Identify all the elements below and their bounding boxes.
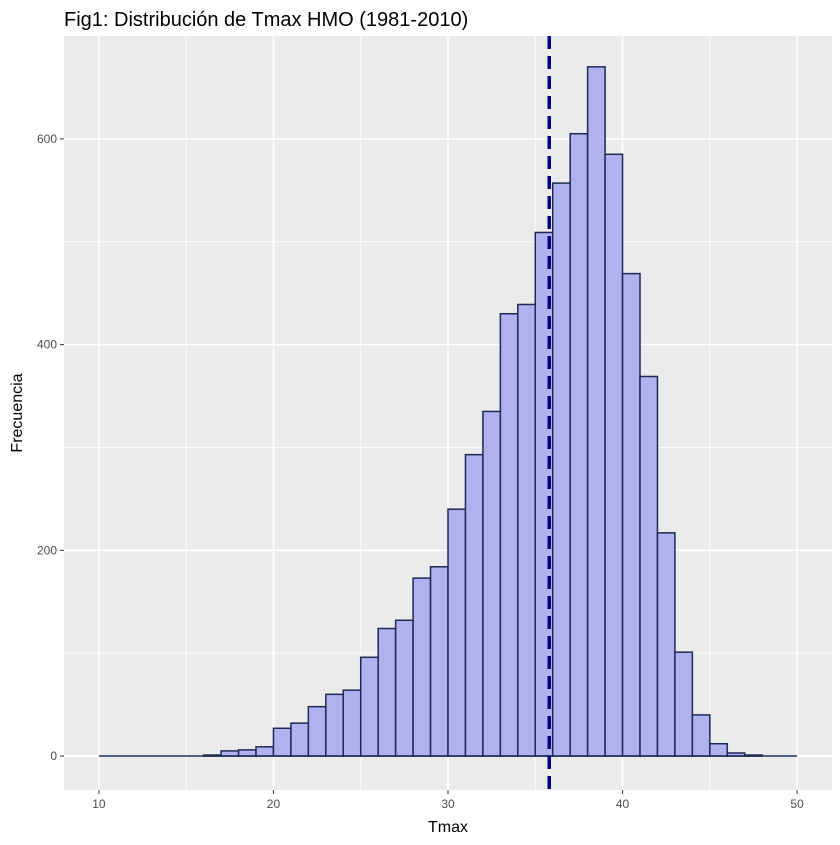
y-axis-ticks: 0 200 400 600 xyxy=(37,132,64,763)
y-axis-label: Frecuencia xyxy=(9,373,26,452)
histogram-bar xyxy=(674,651,694,757)
histogram-bar xyxy=(377,627,397,757)
histogram-bar xyxy=(255,746,275,757)
y-tick-label: 600 xyxy=(37,132,57,146)
x-axis-ticks: 10 20 30 40 50 xyxy=(92,790,804,811)
histogram-bar xyxy=(709,742,729,757)
histogram-bar xyxy=(412,577,432,757)
histogram-bars xyxy=(202,66,763,757)
histogram-bar xyxy=(464,453,484,757)
histogram-bar xyxy=(604,153,624,757)
histogram-bar xyxy=(359,656,379,757)
histogram-bar xyxy=(307,705,327,757)
histogram-bar xyxy=(237,749,257,757)
histogram-bar xyxy=(325,693,345,757)
histogram-bar xyxy=(447,508,467,757)
x-tick-label: 10 xyxy=(92,797,106,811)
x-tick-label: 30 xyxy=(441,797,455,811)
x-tick-label: 50 xyxy=(790,797,804,811)
histogram-bar xyxy=(639,375,659,757)
x-tick-label: 20 xyxy=(267,797,281,811)
histogram-bar xyxy=(429,566,449,757)
histogram-bar xyxy=(691,714,711,757)
y-tick-label: 400 xyxy=(37,338,57,352)
histogram-bar xyxy=(586,66,606,757)
histogram-bar xyxy=(482,410,502,757)
histogram-bar xyxy=(394,619,414,757)
histogram-bar xyxy=(621,272,641,757)
y-tick-label: 0 xyxy=(50,749,57,763)
histogram-bar xyxy=(569,132,589,757)
chart-title: Fig1: Distribución de Tmax HMO (1981-201… xyxy=(64,9,468,31)
histogram-bar xyxy=(342,689,362,757)
histogram-bar xyxy=(551,182,571,757)
x-tick-label: 40 xyxy=(616,797,630,811)
histogram-bar xyxy=(517,303,537,757)
histogram-bar xyxy=(656,532,676,757)
histogram-bar xyxy=(290,722,310,757)
histogram-bar xyxy=(220,750,240,757)
x-axis-label: Tmax xyxy=(428,819,468,836)
histogram-bar xyxy=(272,727,292,757)
y-tick-label: 200 xyxy=(37,543,57,557)
histogram-bar xyxy=(499,312,519,757)
